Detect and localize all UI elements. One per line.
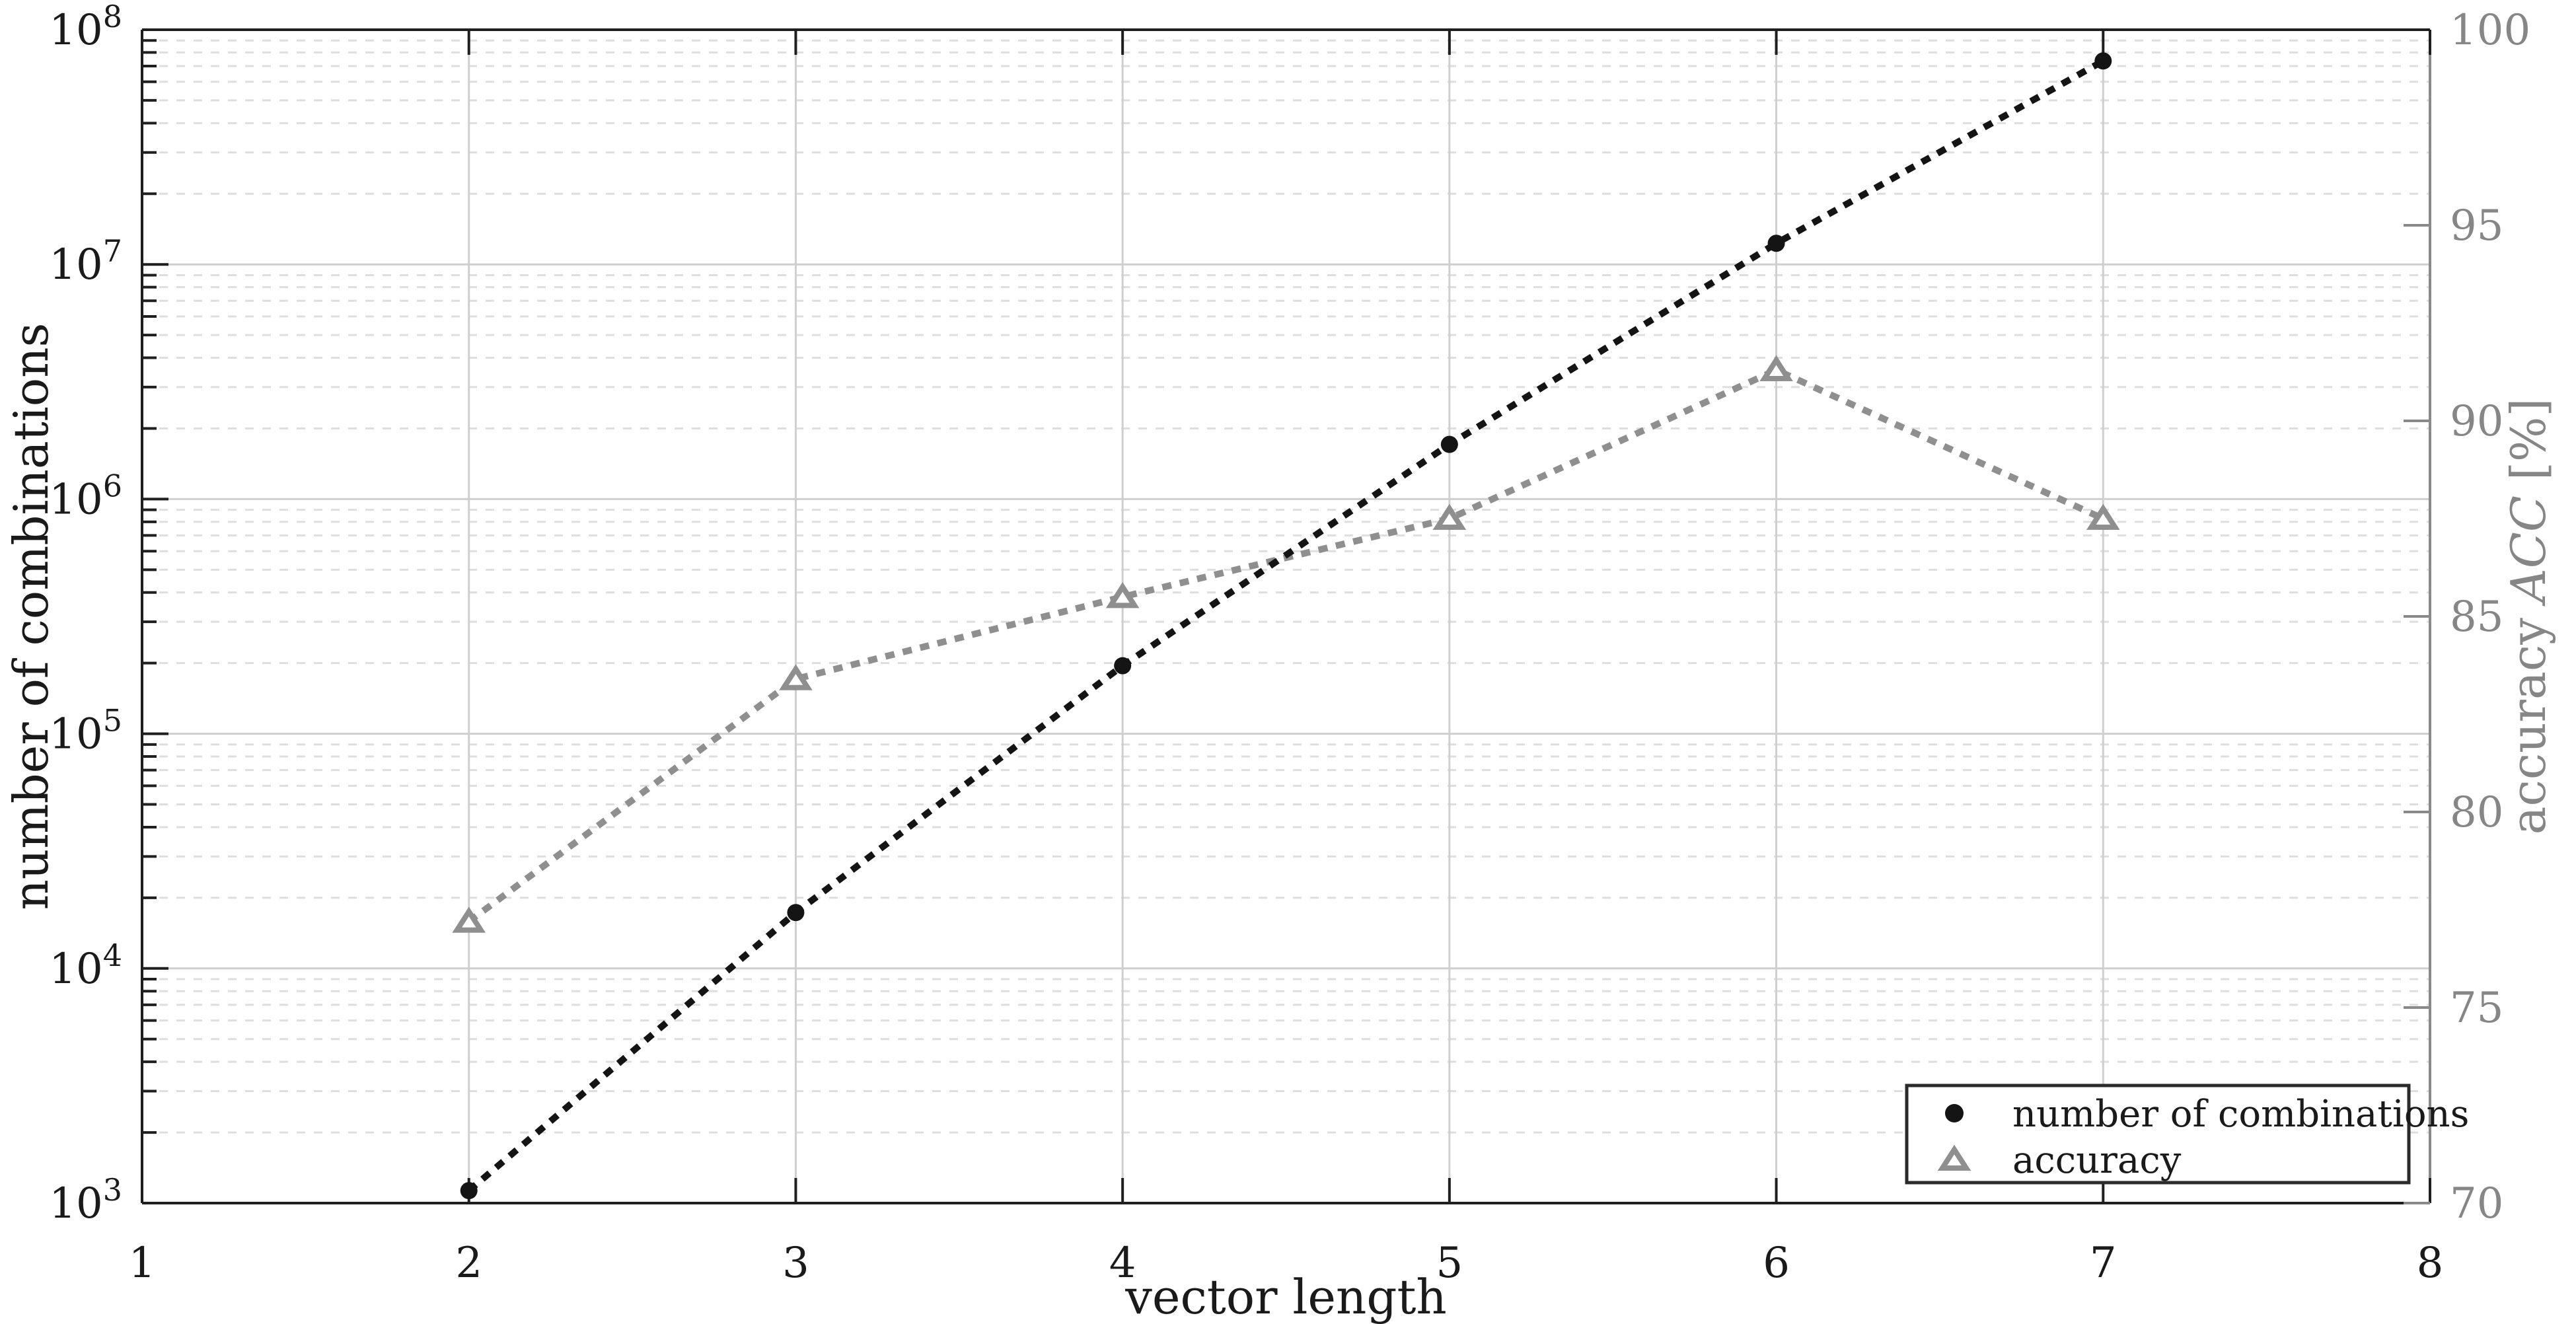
combinations-point-marker	[2094, 52, 2112, 70]
combinations-point-marker	[1440, 435, 1458, 453]
y-right-tick-label: 85	[2450, 593, 2503, 642]
ticks	[141, 28, 2431, 1204]
x-tick-label: 5	[1436, 1239, 1463, 1288]
y-right-tick-label: 80	[2450, 788, 2503, 837]
x-tick-label: 7	[2090, 1239, 2117, 1288]
y-right-tick-label: 90	[2450, 397, 2503, 446]
combinations-point-marker	[1767, 235, 1785, 252]
markers	[452, 52, 2120, 1200]
legend-box	[1905, 1084, 2411, 1185]
y-left-axis-label: number of combinations	[3, 323, 59, 910]
y-right-tick-label: 95	[2450, 202, 2503, 250]
x-tick-label: 4	[1109, 1239, 1136, 1288]
y-right-axis-label: accuracy ACC [%]	[2501, 398, 2556, 835]
legend-circle-marker	[1945, 1104, 1964, 1122]
y-left-tick-label: 105	[49, 703, 122, 759]
accuracy-point-marker	[2086, 503, 2120, 530]
y-right-tick-label: 70	[2450, 1179, 2503, 1228]
y-right-tick-label: 75	[2450, 984, 2503, 1033]
y-left-tick-label: 107	[49, 233, 122, 289]
x-tick-label: 1	[129, 1239, 156, 1288]
accuracy-point-marker	[452, 906, 486, 933]
x-tick-label: 3	[782, 1239, 809, 1288]
y-right-tick-label: 100	[2450, 6, 2530, 55]
y-left-tick-label: 106	[49, 468, 122, 524]
accuracy-line	[466, 366, 2105, 924]
y-left-tick-label: 108	[49, 0, 122, 55]
legend-item-label: accuracy	[2012, 1139, 2182, 1182]
x-axis-label: vector length	[1124, 1269, 1447, 1324]
x-tick-label: 6	[1763, 1239, 1790, 1288]
gridlines	[142, 30, 2430, 1203]
y-left-tick-label: 103	[49, 1172, 122, 1228]
combinations-line	[466, 57, 2105, 1193]
accuracy-point-marker	[1105, 582, 1140, 608]
accuracy-point-marker	[1759, 355, 1793, 382]
x-tick-label: 8	[2417, 1239, 2444, 1288]
legend-item-label: number of combinations	[2012, 1093, 2469, 1136]
accuracy-point-marker	[1432, 503, 1467, 530]
combinations-point-marker	[460, 1182, 478, 1200]
accuracy-point-marker	[1937, 1144, 1971, 1171]
y-left-tick-label: 104	[49, 938, 122, 994]
combinations-point-marker	[787, 904, 805, 922]
tick-labels: 1 2 3 4 5 6 7 8 108 107 106 105 104 103 100 95 90 85 80 75 7…	[49, 0, 2530, 1288]
combinations-point-marker	[1114, 657, 1132, 675]
accuracy-point-marker	[779, 664, 813, 690]
x-tick-label: 2	[455, 1239, 482, 1288]
